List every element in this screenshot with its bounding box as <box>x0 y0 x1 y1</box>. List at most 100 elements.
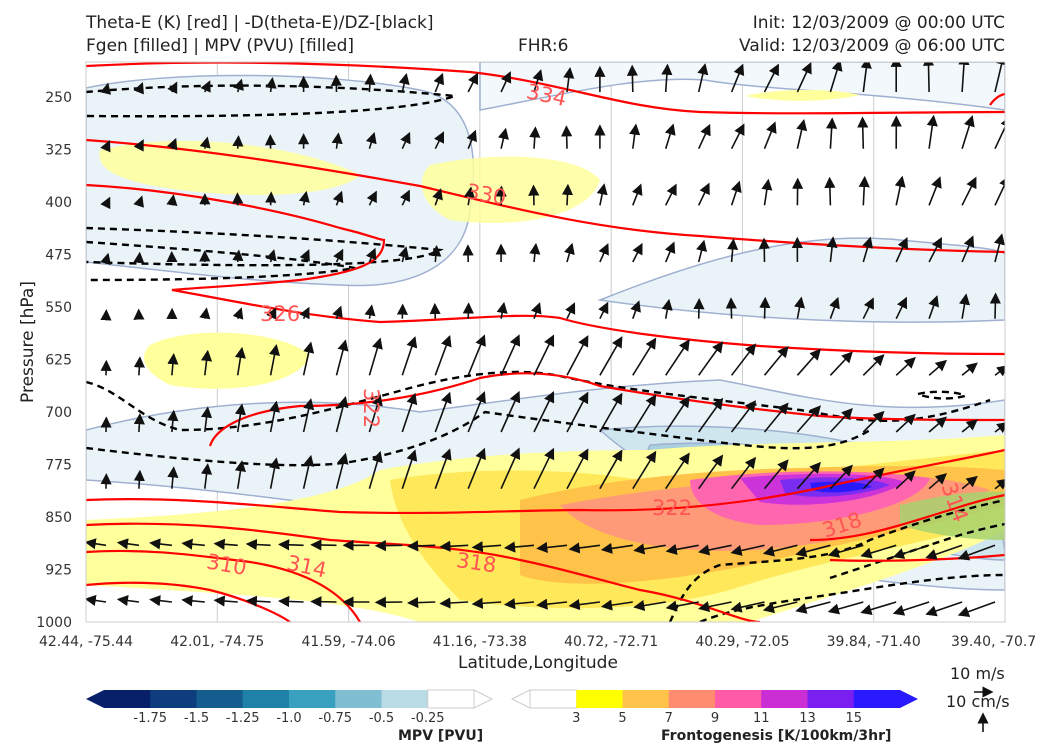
wind-vector <box>398 72 410 93</box>
wind-vector <box>265 249 277 263</box>
fgen-colorbar-cell <box>761 690 808 708</box>
title-line-1: Theta-E (K) [red] | -D(theta-E)/DZ-[blac… <box>86 13 434 33</box>
wind-vector <box>181 538 205 550</box>
wind-vector <box>598 243 609 263</box>
wind-vector <box>730 180 742 206</box>
wind-vector <box>401 336 418 376</box>
y-tick-label: 250 <box>45 90 72 106</box>
wind-vector <box>892 601 930 616</box>
wind-vector <box>335 395 349 433</box>
x-tick-label: 40.72, -72.71 <box>564 634 658 650</box>
wind-vector <box>471 597 502 609</box>
wind-vector <box>529 242 541 263</box>
wind-vector <box>958 62 970 93</box>
wind-vector <box>664 123 676 149</box>
wind-vector <box>632 337 657 376</box>
wind-vector <box>332 190 344 206</box>
wind-vector <box>994 175 1005 206</box>
x-tick-label: 40.29, -72.05 <box>695 634 789 650</box>
wind-vector <box>232 307 244 320</box>
wind-vector <box>598 301 609 320</box>
wind-vector <box>463 186 475 206</box>
y-tick-label: 325 <box>45 143 72 159</box>
wind-vector <box>862 354 885 376</box>
wind-vector <box>664 183 677 206</box>
mpv-colorbar-tick: -1.0 <box>276 711 301 726</box>
wind-vector <box>181 595 205 607</box>
wind-vector <box>86 594 107 606</box>
contour-label: 322 <box>652 496 692 520</box>
wind-vector <box>928 416 948 433</box>
wind-vector <box>234 460 246 489</box>
wind-vector <box>335 339 349 376</box>
wind-vector <box>133 469 145 489</box>
fgen-colorbar-extend-right <box>900 690 918 708</box>
wind-vector <box>895 413 916 433</box>
wind-vector <box>961 475 978 490</box>
wind-vector <box>500 447 521 490</box>
wind-vector <box>895 470 916 490</box>
wind-vector <box>862 236 873 263</box>
wind-vector <box>961 235 975 263</box>
wind-vector <box>368 337 383 376</box>
wind-vector <box>762 601 798 614</box>
wind-vector <box>467 391 486 433</box>
mpv-region-top-right <box>479 62 1005 111</box>
wind-vector <box>399 189 411 206</box>
fgen-colorbar-tick: 5 <box>618 711 626 726</box>
wind-vector <box>497 127 509 149</box>
y-axis-title: Pressure [hPa] <box>18 281 38 403</box>
wind-vector <box>533 391 555 433</box>
x-tick-label: 39.40, -70.7 <box>951 634 1036 650</box>
wind-vector <box>278 595 304 608</box>
wind-vector <box>862 467 885 490</box>
wind-vector <box>665 543 699 555</box>
x-axis-title: Latitude,Longitude <box>458 653 618 673</box>
wind-vector <box>331 132 343 149</box>
wind-vector <box>763 402 789 433</box>
y-axis: 250 325 400 475 550 625 700 775 850 925 1000 <box>36 90 72 631</box>
wind-vector <box>561 125 573 149</box>
wind-vector <box>167 409 179 433</box>
wind-vector <box>829 408 853 433</box>
fgen-colorbar: 3 5 7 9 11 13 15 <box>510 689 918 726</box>
wind-vector <box>730 123 745 150</box>
wind-vector <box>365 247 377 263</box>
mpv-colorbar-extend-left <box>86 690 104 708</box>
wind-vector <box>632 450 657 490</box>
fgen-region-upper-left <box>99 140 360 195</box>
wind-vector <box>858 175 870 206</box>
fgen-colorbar-tick: 9 <box>711 711 719 726</box>
wind-vector <box>434 448 452 489</box>
wind-vector <box>167 81 178 94</box>
fgen-colorbar-cell <box>668 690 716 708</box>
wind-vector <box>763 345 789 376</box>
wind-vector <box>100 252 112 265</box>
wind-vector <box>561 183 574 206</box>
wind-vector <box>928 236 942 263</box>
ref-vector-label-ms: 10 m/s <box>950 664 1005 683</box>
wind-vector <box>245 595 271 607</box>
wind-vector <box>116 538 140 550</box>
wind-vector <box>167 466 179 489</box>
wind-vector <box>665 339 690 376</box>
x-tick-label: 41.59, -74.06 <box>302 634 396 650</box>
wind-vector <box>994 365 1005 377</box>
wind-vector <box>500 390 521 433</box>
wind-vector <box>958 293 971 319</box>
mpv-colorbar-tick: -0.5 <box>369 711 394 726</box>
wind-vector <box>133 195 144 208</box>
valid-time: Valid: 12/03/2009 @ 06:00 UTC <box>739 36 1005 56</box>
wind-vector <box>233 78 244 93</box>
wind-vector <box>167 353 179 376</box>
wind-vector <box>302 454 315 489</box>
y-tick-label: 550 <box>45 300 72 316</box>
wind-vector <box>533 334 555 376</box>
y-tick-label: 850 <box>45 510 72 526</box>
wind-vector <box>536 598 568 610</box>
wind-vector <box>761 178 773 206</box>
wind-vector <box>365 131 377 149</box>
wind-vector <box>86 538 107 550</box>
fgen-colorbar-tick: 3 <box>572 711 580 726</box>
wind-vector <box>994 421 1005 434</box>
